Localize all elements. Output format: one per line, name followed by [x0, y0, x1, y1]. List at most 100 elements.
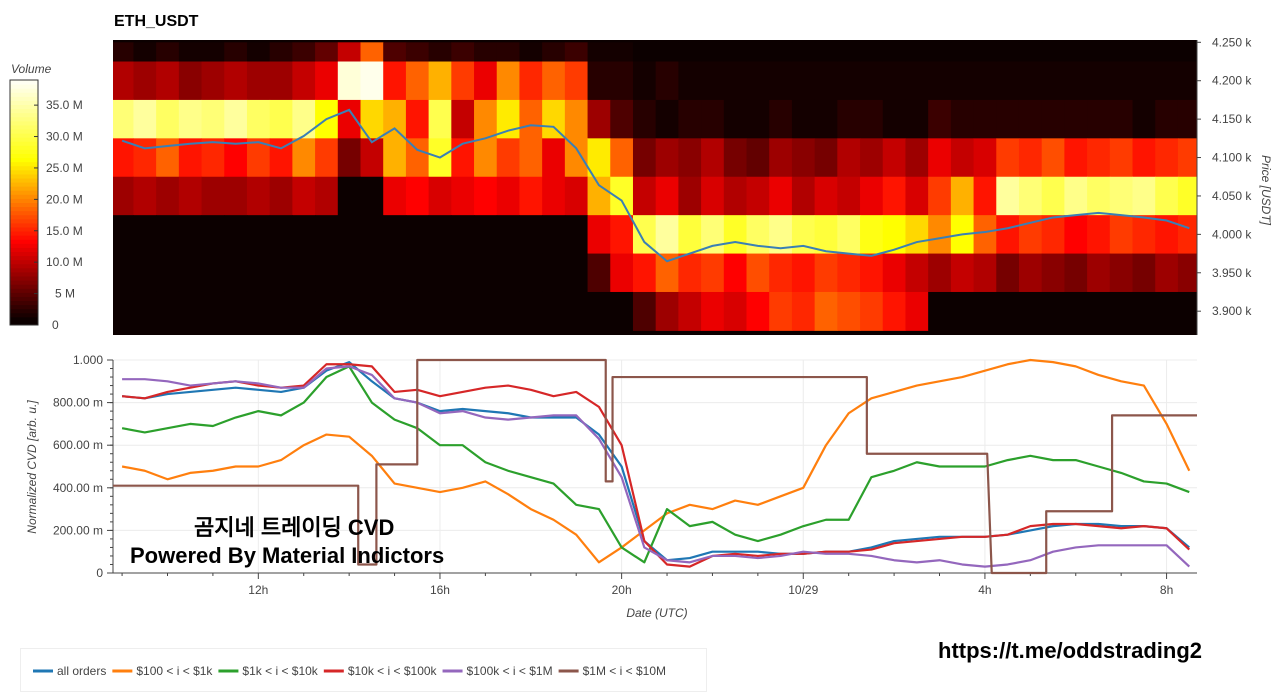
colorbar-segment [10, 304, 38, 310]
heatmap-cell [882, 138, 906, 178]
heatmap-cell [246, 291, 271, 331]
heatmap-cell [860, 61, 884, 101]
heatmap-cell [1018, 61, 1043, 101]
colorbar-segment [10, 222, 38, 228]
heatmap-cell [405, 61, 430, 101]
heatmap-cell [383, 253, 407, 293]
heatmap-cell [405, 215, 430, 255]
heatmap-cell [973, 291, 997, 331]
colorbar-segment [10, 267, 38, 273]
heatmap-cell [746, 215, 770, 255]
heatmap-cell [769, 42, 793, 63]
heatmap-cell [610, 253, 634, 293]
price-tick-label: 4.050 k [1212, 189, 1252, 203]
heatmap-cell [315, 138, 339, 178]
heatmap-cell [632, 215, 657, 255]
heatmap-cell [201, 215, 225, 255]
heatmap-cell [496, 138, 520, 178]
legend-label: $1k < i < $10k [242, 664, 318, 678]
heatmap-cell [113, 253, 134, 293]
heatmap-cell [178, 215, 203, 255]
heatmap-cell [292, 99, 316, 139]
heatmap-cell [905, 176, 929, 216]
heatmap-cell [860, 291, 884, 331]
heatmap-cell [1064, 42, 1088, 63]
heatmap-cell [723, 253, 748, 293]
heatmap-cell [632, 99, 657, 139]
colorbar-tick-label: 25.0 M [46, 161, 83, 175]
heatmap-cell [292, 215, 316, 255]
heatmap-cell [632, 61, 657, 101]
heatmap-cell [882, 291, 906, 331]
heatmap-cell [542, 99, 566, 139]
heatmap-cell [587, 215, 611, 255]
colorbar-segment [10, 316, 38, 322]
heatmap-cell [337, 42, 361, 63]
colorbar-segment [10, 165, 38, 171]
heatmap-cell [564, 61, 589, 101]
heatmap-cell [950, 176, 975, 216]
heatmap-cell [860, 138, 884, 178]
colorbar-segment [10, 96, 38, 101]
heatmap-cell [769, 291, 793, 331]
colorbar-tick-label: 30.0 M [46, 130, 83, 144]
heatmap-cell [1087, 42, 1111, 63]
heatmap-cell [837, 291, 861, 331]
heatmap-cell [701, 99, 725, 139]
heatmap-cell [928, 42, 952, 63]
footer-link[interactable]: https://t.me/oddstrading2 [938, 638, 1202, 663]
colorbar-segment [10, 84, 38, 89]
x-axis-label: Date (UTC) [626, 606, 687, 620]
heatmap-cell [428, 176, 452, 216]
heatmap-cell [451, 291, 475, 331]
colorbar-segment [10, 100, 38, 105]
heatmap-cell [701, 291, 725, 331]
heatmap-cell [383, 291, 407, 331]
legend-label: $1M < i < $10M [583, 664, 666, 678]
heatmap-cell [814, 138, 838, 178]
heatmap-cell [474, 253, 498, 293]
heatmap-cell [950, 61, 975, 101]
y-tick-label: 400.00 m [53, 481, 103, 495]
colorbar-segment [10, 255, 38, 261]
heatmap-cell [678, 99, 702, 139]
heatmap-cell [1155, 99, 1179, 139]
heatmap-cell [337, 215, 361, 255]
heatmap-cell [1064, 253, 1088, 293]
heatmap-cell [701, 42, 725, 63]
heatmap-cell [837, 99, 861, 139]
heatmap-cell [519, 42, 543, 63]
heatmap-cell [996, 61, 1020, 101]
y-tick-label: 0 [96, 566, 103, 580]
heatmap-cell [201, 253, 225, 293]
heatmap-cell [496, 253, 520, 293]
heatmap-cell [405, 253, 430, 293]
price-line [121, 108, 1190, 263]
heatmap-cell [996, 253, 1020, 293]
chart-title: ETH_USDT [114, 13, 199, 30]
heatmap-cell [814, 215, 838, 255]
heatmap-cell [950, 291, 975, 331]
heatmap-cell [337, 176, 361, 216]
heatmap-cell [156, 42, 180, 63]
heatmap-cell [587, 176, 611, 216]
heatmap-cell [113, 138, 134, 178]
heatmap-cell [905, 138, 929, 178]
heatmap-cell [882, 176, 906, 216]
heatmap-cell [1064, 138, 1088, 178]
heatmap-cell [474, 99, 498, 139]
heatmap-cell [1109, 253, 1134, 293]
heatmap-cell [1064, 176, 1088, 216]
heatmap-cell [178, 291, 203, 331]
heatmap-cell [1041, 215, 1065, 255]
heatmap-cell [178, 138, 203, 178]
heatmap-cell [542, 215, 566, 255]
heatmap-cell [360, 291, 384, 331]
heatmap-cell [564, 215, 589, 255]
heatmap-cell [1064, 291, 1088, 331]
legend-label: $100k < i < $1M [467, 664, 553, 678]
heatmap-cell [1041, 138, 1065, 178]
colorbar-segment [10, 280, 38, 285]
heatmap-cell [201, 61, 225, 101]
colorbar-segment [10, 198, 38, 203]
